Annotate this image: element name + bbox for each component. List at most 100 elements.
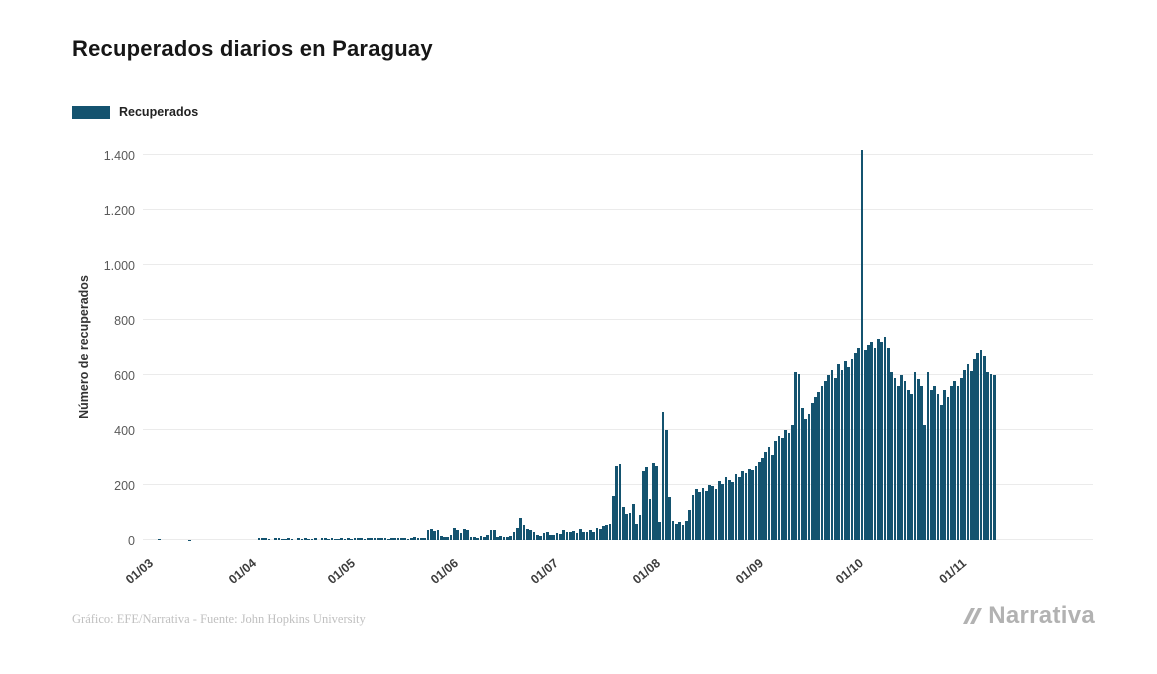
bar — [638, 515, 642, 540]
bar — [287, 538, 291, 540]
bar — [499, 536, 503, 540]
bar — [479, 535, 483, 540]
bar — [691, 494, 695, 540]
bar — [406, 538, 410, 540]
bar — [979, 350, 983, 540]
bar — [741, 471, 744, 540]
bar — [820, 386, 824, 540]
y-tick-label: 600 — [114, 369, 135, 383]
bar — [658, 522, 662, 540]
bar — [814, 397, 817, 540]
bar — [843, 361, 847, 540]
bar — [618, 464, 622, 540]
bar — [463, 529, 466, 540]
bar — [575, 533, 579, 540]
bar — [903, 380, 907, 540]
bar — [641, 471, 645, 540]
bar — [930, 390, 933, 540]
bar — [300, 538, 304, 540]
x-tick-label: 01/10 — [832, 556, 866, 587]
bar — [449, 535, 453, 540]
bar — [863, 350, 867, 540]
y-tick-label: 1.400 — [103, 149, 135, 163]
bar — [469, 536, 473, 540]
bar — [804, 419, 807, 540]
bar-series-recuperados — [145, 149, 998, 540]
bar — [489, 530, 493, 540]
bar — [357, 538, 360, 540]
bar — [439, 535, 443, 540]
bar — [459, 533, 463, 540]
bar — [612, 496, 615, 540]
bar — [807, 413, 811, 540]
bar — [519, 518, 523, 540]
bar — [953, 380, 956, 540]
bar — [701, 487, 705, 540]
bar — [675, 523, 678, 540]
bar — [327, 538, 330, 540]
bar — [423, 537, 426, 540]
y-tick-label: 0 — [128, 534, 135, 548]
bar — [873, 347, 877, 540]
bar — [516, 527, 519, 540]
bar — [257, 537, 261, 540]
bar — [532, 532, 536, 540]
bar — [824, 380, 827, 540]
bar — [734, 474, 738, 540]
bar — [456, 529, 460, 540]
bar — [830, 369, 834, 540]
bar — [751, 469, 754, 540]
bar — [698, 491, 701, 540]
bar — [913, 372, 917, 540]
y-tick-label: 400 — [114, 424, 135, 438]
bar — [943, 390, 947, 540]
bar — [986, 372, 990, 540]
bar — [592, 531, 595, 540]
bar — [290, 538, 294, 540]
bar — [542, 533, 546, 540]
bar — [718, 480, 721, 540]
bar — [552, 535, 556, 540]
bar — [737, 476, 741, 540]
bar — [800, 408, 804, 540]
bar — [671, 520, 675, 540]
bar — [893, 377, 897, 540]
bar — [323, 538, 327, 540]
bar — [728, 479, 731, 540]
y-tick-label: 1.000 — [103, 259, 135, 273]
bar — [535, 534, 539, 540]
bar — [764, 452, 768, 540]
bar — [959, 377, 963, 540]
legend-label: Recuperados — [119, 105, 199, 119]
bar — [307, 538, 311, 540]
bar — [284, 538, 287, 540]
gridline — [143, 264, 1093, 265]
bar — [665, 430, 668, 540]
bar — [747, 468, 751, 540]
bar — [631, 504, 635, 540]
bar — [572, 531, 576, 540]
page-title: Recuperados diarios en Paraguay — [72, 36, 433, 61]
bar — [396, 538, 400, 540]
bar — [645, 467, 648, 540]
x-tick-label: 01/09 — [733, 556, 767, 587]
bar — [569, 532, 572, 540]
bar — [926, 372, 930, 540]
bar — [436, 529, 440, 540]
bar — [744, 472, 748, 540]
bar — [410, 537, 413, 540]
bar — [400, 537, 403, 540]
bar — [840, 369, 844, 540]
narrativa-logo: Narrativa — [960, 602, 1095, 630]
bar — [847, 366, 850, 540]
x-axis-tick-labels: 01/03 01/04 01/05 01/06 01/07 01/08 01/09 01/10… — [123, 548, 998, 603]
bar — [419, 538, 423, 540]
bar — [559, 533, 562, 540]
bar — [506, 537, 509, 540]
y-axis-tick-labels: 0 200 400 600 800 1.000 1.200 1.400 — [0, 149, 135, 548]
bar — [867, 344, 870, 540]
bar — [781, 438, 784, 540]
bar — [274, 538, 277, 540]
bar — [443, 536, 446, 540]
bar — [661, 412, 665, 540]
